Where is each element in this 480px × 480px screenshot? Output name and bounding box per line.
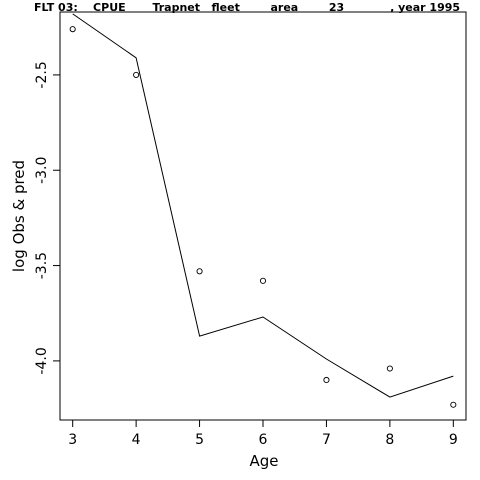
- observed-point: [69, 26, 76, 33]
- observed-point: [133, 71, 140, 78]
- x-tick-label: 6: [259, 432, 268, 448]
- y-tick-label: -3.5: [34, 252, 50, 279]
- chart-title: FLT 03: CPUE Trapnet fleet area 23 , yea…: [34, 1, 460, 14]
- x-axis: 3 4 5 6 7 8 9: [68, 420, 458, 448]
- x-tick-label: 4: [132, 432, 141, 448]
- x-axis-label: Age: [249, 452, 278, 470]
- x-tick-label: 5: [195, 432, 204, 448]
- predicted-line: [72, 13, 454, 398]
- y-tick-label: -3.0: [34, 157, 50, 184]
- observed-point: [196, 268, 203, 275]
- observed-point: [450, 401, 457, 408]
- series-layer: [69, 13, 457, 408]
- x-tick-label: 3: [68, 432, 77, 448]
- observed-point: [323, 376, 330, 384]
- x-tick-label: 8: [385, 432, 394, 448]
- observed-point: [386, 365, 393, 372]
- x-tick-label: 7: [322, 432, 331, 448]
- plot-area: [59, 11, 467, 421]
- y-tick-label: -2.5: [34, 61, 50, 88]
- observed-point: [259, 277, 267, 284]
- x-tick-label: 9: [449, 432, 458, 448]
- y-tick-label: -4.0: [34, 347, 50, 374]
- y-axis: -2.5 -3.0 -3.5 -4.0: [34, 61, 60, 375]
- y-axis-label: log Obs & pred: [10, 160, 28, 272]
